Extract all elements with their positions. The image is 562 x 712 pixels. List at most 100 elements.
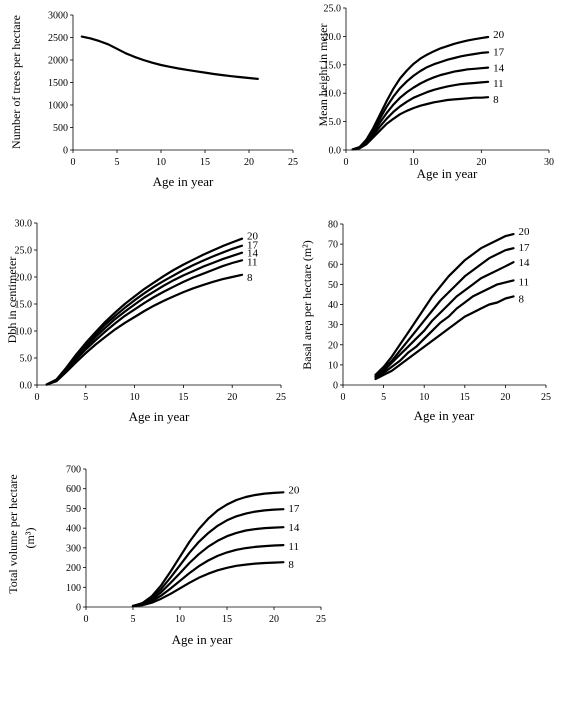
y-tick-label: 25.0: [15, 246, 33, 257]
series-label-site-14: 14: [519, 257, 531, 269]
series-label-site-14: 14: [493, 63, 505, 75]
y-tick-label: 25.0: [324, 4, 342, 15]
x-tick-label: 20: [227, 392, 237, 403]
y-tick-label: 50: [328, 280, 338, 291]
x-tick-label: 30: [544, 157, 554, 168]
series-line-site-20: [351, 35, 490, 151]
y-axis-label-unit: (m³): [23, 528, 37, 549]
chart-dbh: 0.0 5.0 10.0 15.0 20.0 25.0 30.0 0 5 10 15 20 25 Age …: [5, 219, 286, 425]
y-tick-label: 0: [76, 603, 81, 614]
x-tick-label: 20: [244, 157, 254, 168]
x-tick-label: 15: [178, 392, 188, 403]
x-tick-label: 10: [409, 157, 419, 168]
x-tick-label: 5: [381, 392, 386, 403]
x-tick-label: 10: [175, 614, 185, 625]
y-tick-label: 20: [328, 340, 338, 351]
x-axis-label: Age in year: [414, 408, 475, 423]
y-tick-label: 10: [328, 360, 338, 371]
series-line-site-8: [131, 561, 285, 608]
series-line-site-8: [374, 295, 515, 381]
y-tick-label: 15.0: [324, 60, 342, 71]
series-label-site-14: 14: [247, 248, 259, 260]
y-tick-label: 10.0: [324, 89, 342, 100]
series-line-site-20: [374, 233, 515, 376]
y-tick-label: 500: [66, 504, 81, 515]
series-label-site-8: 8: [493, 94, 499, 106]
y-tick-label: 300: [66, 543, 81, 554]
y-axis-label: Mean height in meter: [316, 24, 330, 127]
series-label-site-11: 11: [288, 541, 299, 553]
x-tick-label: 5: [115, 157, 120, 168]
series-line-site-11: [351, 80, 490, 151]
series-line-site-11: [131, 543, 285, 608]
y-axis-label: Total volume per hectare: [6, 474, 20, 593]
y-tick-label: 80: [328, 220, 338, 231]
series-label-site-20: 20: [493, 29, 505, 41]
series-label-site-11: 11: [247, 256, 258, 268]
x-tick-label: 0: [71, 157, 76, 168]
y-tick-label: 30: [328, 320, 338, 331]
y-tick-label: 70: [328, 240, 338, 251]
y-tick-label: 40: [328, 300, 338, 311]
x-tick-label: 10: [130, 392, 140, 403]
y-tick-label: 0.0: [20, 381, 33, 392]
y-tick-label: 1500: [48, 78, 68, 89]
chart-basal: 0 10 20 30 40 50 60 70 80 0 5 10 15 20 25 Age in year Ba…: [300, 220, 551, 424]
series-line-site-14: [45, 251, 244, 386]
x-tick-label: 25: [288, 157, 298, 168]
series-line-site-17: [45, 244, 244, 386]
x-tick-label: 0: [35, 392, 40, 403]
series-label-site-17: 17: [519, 242, 531, 254]
y-tick-label: 10.0: [15, 327, 33, 338]
y-axis-label: Dbh in centimeter: [5, 257, 19, 344]
x-tick-label: 20: [500, 392, 510, 403]
series-line-site-8: [351, 96, 490, 151]
chart-trees: 0 500 1000 1500 2000 2500 3000 0 5 10 15 20 25 Age in…: [9, 11, 298, 190]
series-line-site-20: [131, 491, 285, 608]
series-line-site-17: [351, 51, 490, 151]
chart-height: 0.0 5.0 10.0 15.0 20.0 25.0 0 10 20 30 Age in year…: [316, 4, 554, 182]
x-tick-label: 5: [83, 392, 88, 403]
x-axis-label: Age in year: [129, 409, 190, 424]
series-line: [80, 35, 259, 81]
x-tick-label: 10: [419, 392, 429, 403]
x-axis-label: Age in year: [417, 166, 478, 181]
series-label-site-17: 17: [288, 503, 300, 515]
series-line-site-8: [45, 273, 244, 386]
series-label-site-17: 17: [247, 240, 259, 252]
y-tick-label: 5.0: [329, 117, 342, 128]
x-axis-label: Age in year: [153, 174, 214, 189]
y-tick-label: 5.0: [20, 354, 33, 365]
series-line-site-11: [374, 279, 515, 378]
y-tick-label: 200: [66, 563, 81, 574]
y-tick-label: 20.0: [324, 32, 342, 43]
series-line-site-17: [131, 508, 285, 608]
y-axis-label: Number of trees per hectare: [9, 15, 23, 149]
series-line-site-11: [45, 259, 244, 386]
y-tick-label: 15.0: [15, 300, 33, 311]
series-label-site-17: 17: [493, 46, 505, 58]
x-tick-label: 5: [131, 614, 136, 625]
series-label-site-11: 11: [493, 78, 504, 90]
y-tick-label: 600: [66, 484, 81, 495]
y-tick-label: 400: [66, 524, 81, 535]
y-axis-label: Basal area per hectare (m²): [300, 240, 314, 370]
series-line-site-20: [45, 237, 244, 386]
y-tick-label: 30.0: [15, 219, 33, 230]
y-tick-label: 2500: [48, 33, 68, 44]
y-tick-label: 2000: [48, 56, 68, 67]
y-tick-label: 3000: [48, 11, 68, 22]
y-tick-label: 500: [53, 123, 68, 134]
series-label-site-11: 11: [519, 276, 530, 288]
x-tick-label: 25: [316, 614, 326, 625]
y-tick-label: 60: [328, 260, 338, 271]
y-tick-label: 0.0: [329, 146, 342, 157]
x-axis-label: Age in year: [172, 632, 233, 647]
series-label-site-20: 20: [519, 226, 531, 238]
series-line-site-17: [374, 247, 515, 376]
x-tick-label: 25: [276, 392, 286, 403]
x-tick-label: 20: [269, 614, 279, 625]
y-tick-label: 700: [66, 465, 81, 476]
series-label-site-14: 14: [288, 522, 300, 534]
